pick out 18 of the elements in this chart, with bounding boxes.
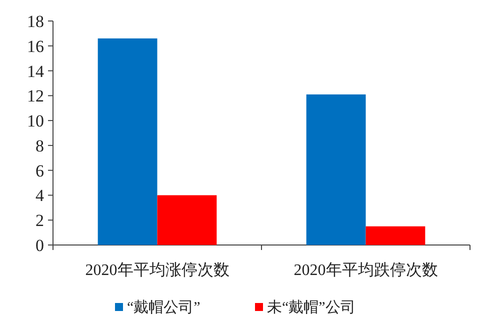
y-tick-label: 18 (27, 12, 44, 31)
bar (98, 38, 158, 245)
y-tick-label: 4 (36, 186, 44, 206)
legend-label: “戴帽公司” (127, 299, 200, 316)
y-tick-label: 8 (36, 136, 44, 156)
bar (366, 226, 426, 245)
legend-label: 未“戴帽”公司 (267, 299, 356, 316)
bar (157, 195, 217, 245)
bar (306, 94, 366, 245)
x-tick-label: 2020年平均跌停次数 (294, 262, 438, 279)
y-tick-label: 6 (36, 161, 44, 180)
x-tick-label: 2020年平均涨停次数 (85, 261, 230, 279)
y-tick-label: 10 (27, 112, 44, 131)
y-tick-label: 2 (36, 211, 44, 230)
y-tick-label: 16 (27, 36, 44, 56)
y-tick-label: 0 (36, 236, 44, 255)
y-tick-label: 12 (27, 86, 44, 106)
y-tick-label: 14 (27, 62, 44, 81)
